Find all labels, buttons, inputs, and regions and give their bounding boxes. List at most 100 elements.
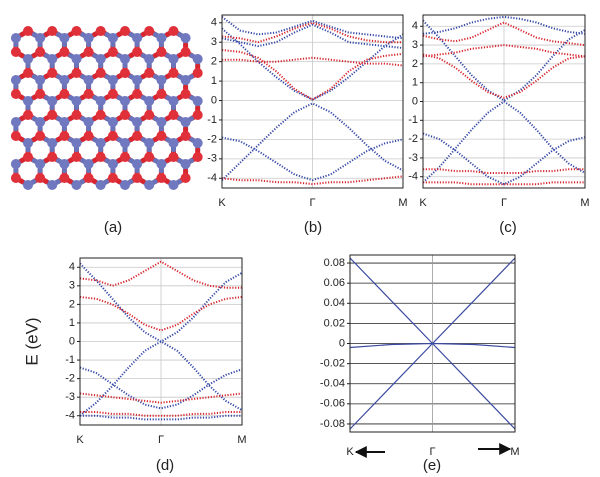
- atom: [95, 68, 106, 78]
- atom: [23, 138, 33, 148]
- atom: [192, 152, 203, 162]
- atom: [83, 89, 94, 99]
- atom: [168, 110, 179, 120]
- y-axis-title: E (eV): [22, 317, 41, 365]
- atom: [47, 138, 58, 148]
- y-tick-label: -1: [408, 114, 418, 126]
- y-tick-label: -2: [408, 133, 418, 145]
- band: [79, 260, 242, 289]
- atom: [144, 96, 155, 106]
- atom: [144, 26, 155, 36]
- atom: [83, 75, 94, 85]
- band: [221, 16, 404, 40]
- atom: [168, 96, 179, 106]
- plot-frame: [349, 254, 516, 433]
- y-tick-label: 1: [211, 75, 217, 87]
- band: [222, 56, 404, 67]
- y-tick-label: -3: [207, 153, 217, 165]
- atom: [144, 54, 155, 64]
- atom: [83, 131, 94, 141]
- panel-label: (d): [156, 457, 174, 474]
- atom: [95, 152, 106, 162]
- atom: [132, 159, 143, 169]
- atom: [47, 110, 58, 120]
- plot-frame: [221, 14, 404, 189]
- atom: [107, 89, 118, 99]
- atom: [10, 47, 21, 57]
- atom: [23, 68, 33, 78]
- plot-frame: [422, 14, 586, 189]
- band: [221, 21, 403, 44]
- atom: [120, 68, 130, 78]
- x-tick-label: K: [76, 434, 84, 446]
- y-tick-label: 0: [69, 335, 75, 347]
- atom: [180, 33, 191, 43]
- panel-label: (c): [499, 219, 517, 236]
- atom: [23, 26, 33, 36]
- atom: [71, 96, 82, 106]
- y-tick-label: 0: [211, 94, 217, 106]
- plot-frame: [79, 257, 243, 426]
- atom: [10, 159, 21, 169]
- atom: [83, 33, 94, 43]
- atom: [120, 152, 130, 162]
- atom: [120, 110, 130, 120]
- y-tick-label: -3: [65, 391, 75, 403]
- atom: [59, 117, 70, 127]
- atom: [35, 47, 46, 57]
- atom: [10, 117, 21, 127]
- y-tick-label: -1: [65, 354, 75, 366]
- chart-panel: -4 -3 -2 -1 0 1 2 3 4 K Γ M (b): [207, 14, 408, 236]
- atom: [59, 47, 70, 57]
- y-tick-label: 0.02: [324, 317, 345, 329]
- atom: [95, 138, 106, 148]
- band: [422, 19, 586, 102]
- atom: [71, 68, 82, 78]
- band: [80, 411, 242, 417]
- y-tick-label: 3: [69, 280, 75, 292]
- atom: [47, 180, 58, 190]
- atom: [47, 68, 58, 78]
- atom: [144, 152, 155, 162]
- atom: [120, 96, 130, 106]
- y-tick-label: 2: [211, 56, 217, 68]
- chart-panel: -0.08 -0.06 -0.04 -0.02 0 0.02 0.04 0.06 0.08 K Γ M…: [320, 254, 520, 474]
- atom: [132, 33, 143, 43]
- atom: [192, 54, 203, 64]
- y-tick-label: -0.02: [320, 358, 345, 370]
- atom: [59, 33, 70, 43]
- atom: [35, 117, 46, 127]
- band: [349, 342, 516, 349]
- x-tick-label: M: [237, 434, 246, 446]
- x-tick-label: Γ: [309, 197, 315, 209]
- y-tick-label: 1: [412, 77, 418, 89]
- x-tick-label: K: [346, 446, 354, 458]
- atom: [120, 180, 130, 190]
- atom: [23, 96, 33, 106]
- atom: [59, 131, 70, 141]
- atom: [192, 110, 203, 120]
- atom: [59, 75, 70, 85]
- y-tick-label: 0.08: [324, 257, 345, 269]
- atom: [168, 68, 179, 78]
- band: [221, 49, 404, 101]
- atom: [59, 159, 70, 169]
- atom: [71, 26, 82, 36]
- atom: [10, 173, 21, 183]
- y-tick-label: -0.08: [320, 418, 345, 430]
- atom: [71, 180, 82, 190]
- atom: [59, 89, 70, 99]
- band: [422, 53, 586, 99]
- x-tick-label: Γ: [501, 197, 507, 209]
- x-tick-label: M: [510, 446, 519, 458]
- atom: [83, 159, 94, 169]
- atom: [156, 159, 167, 169]
- atom: [83, 173, 94, 183]
- atom: [132, 173, 143, 183]
- x-tick-label: K: [419, 197, 427, 209]
- atom: [95, 96, 106, 106]
- chart-panel: -4 -3 -2 -1 0 1 2 3 4 K Γ M (c): [408, 14, 590, 236]
- atom: [180, 75, 191, 85]
